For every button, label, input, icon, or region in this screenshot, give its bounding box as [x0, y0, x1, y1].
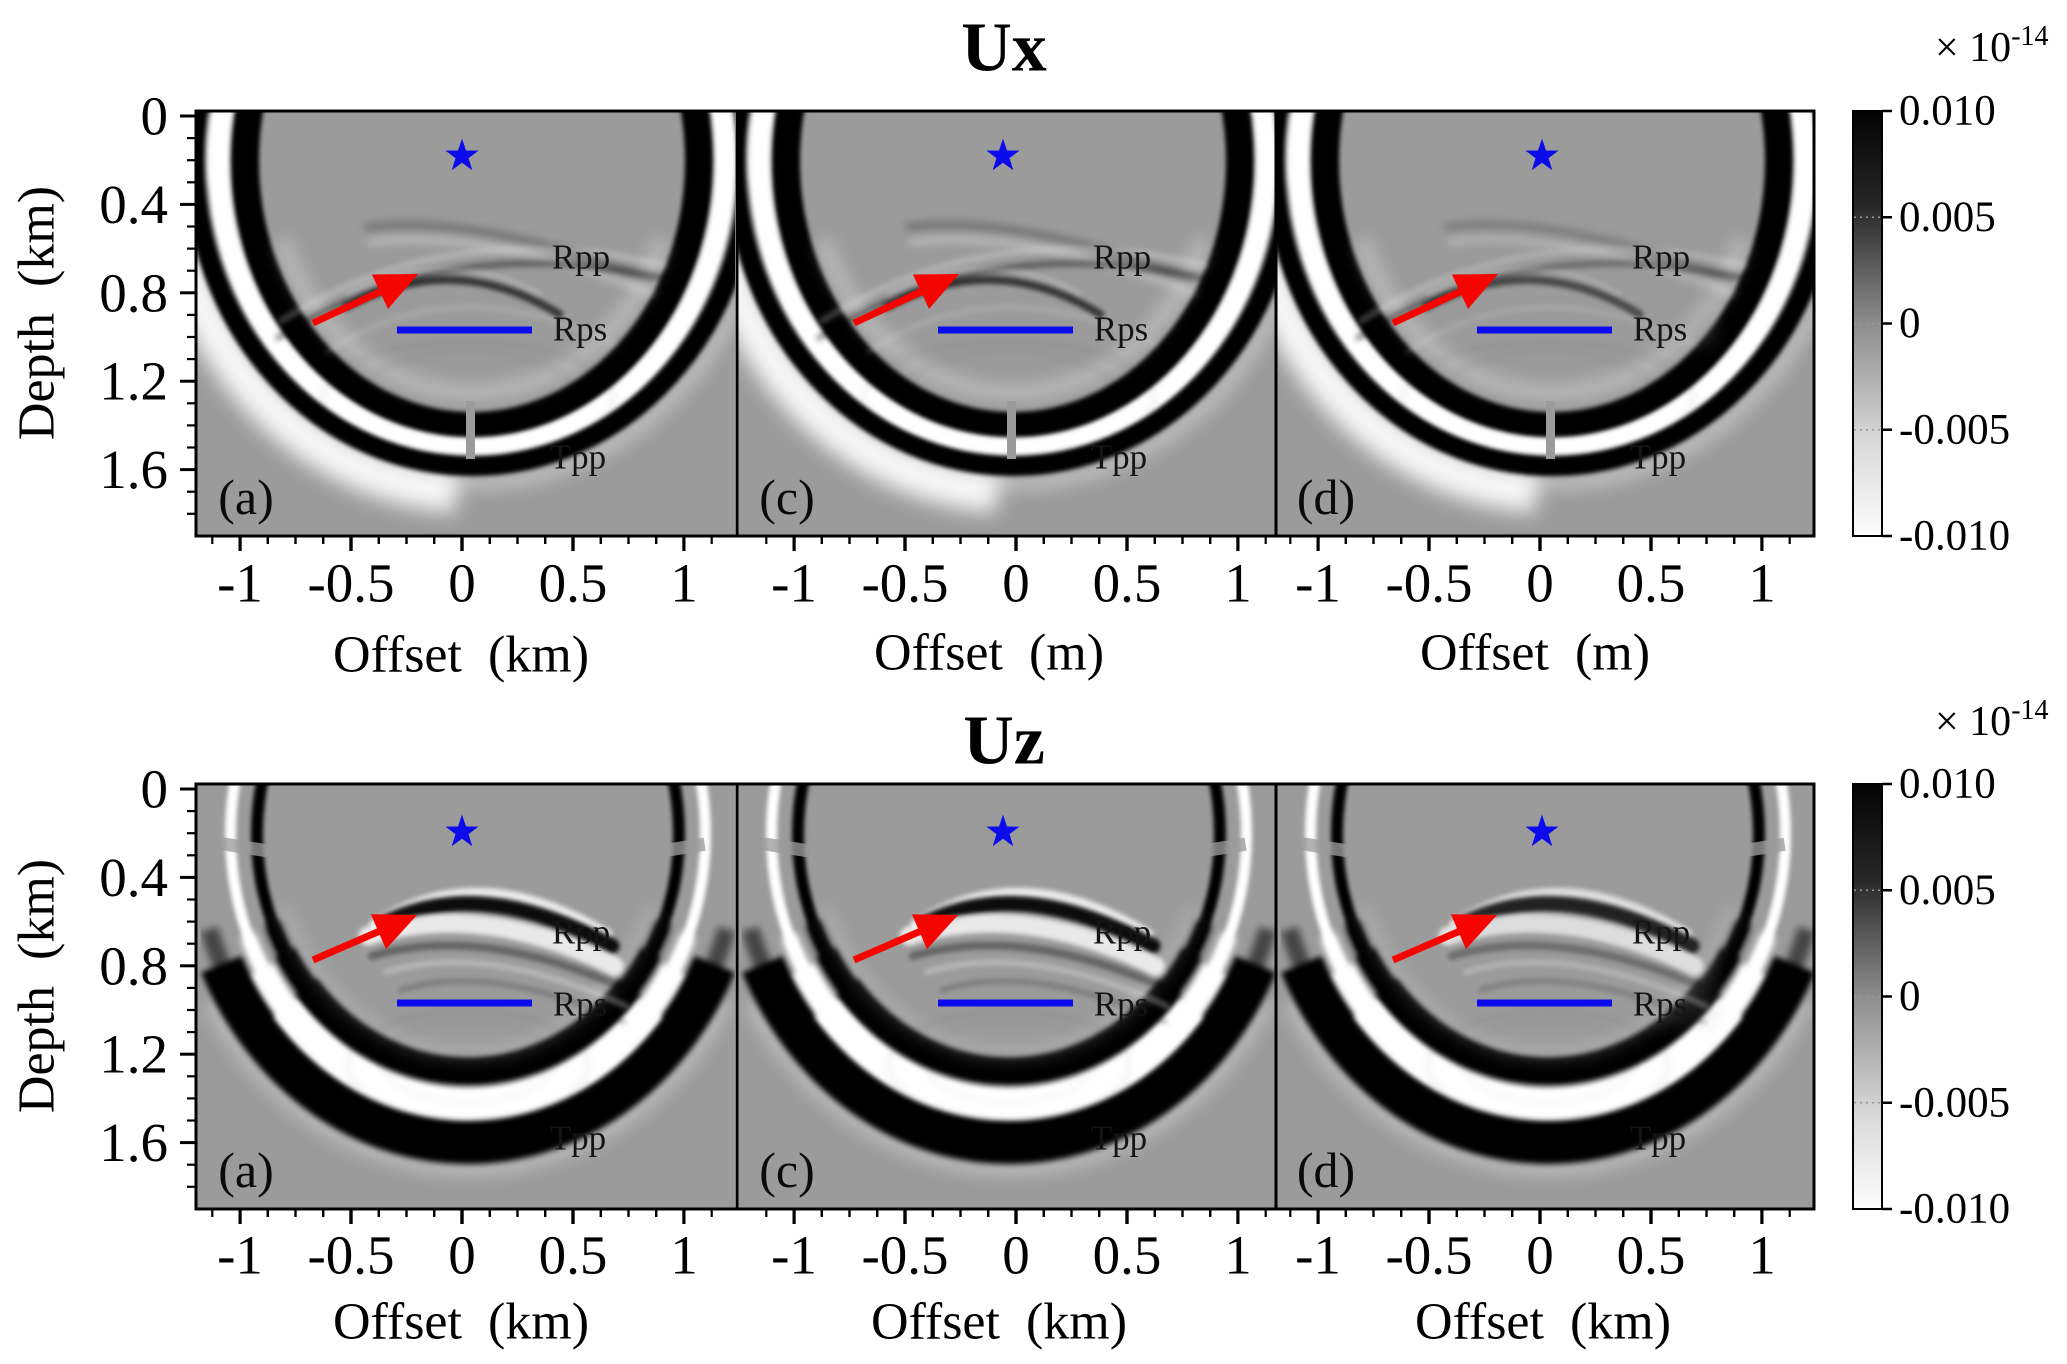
svg-text:0.5: 0.5 [1093, 1225, 1162, 1286]
svg-text:Offset (km): Offset (km) [333, 627, 589, 684]
svg-text:0.8: 0.8 [99, 935, 168, 996]
svg-text:0.010: 0.010 [1899, 761, 1996, 808]
svg-text:0.5: 0.5 [1093, 553, 1162, 614]
svg-text:Rpp: Rpp [1093, 913, 1151, 952]
svg-text:-0.010: -0.010 [1899, 513, 2010, 560]
svg-text:Rps: Rps [1094, 985, 1148, 1024]
svg-text:-1: -1 [217, 553, 263, 614]
svg-text:1.6: 1.6 [99, 1112, 168, 1173]
svg-text:1: 1 [670, 1225, 698, 1286]
svg-text:0: 0 [1526, 553, 1554, 614]
svg-text:1: 1 [1748, 553, 1776, 614]
svg-text:0.8: 0.8 [99, 262, 168, 323]
svg-text:Tpp: Tpp [1091, 438, 1147, 477]
svg-text:0: 0 [141, 86, 169, 147]
svg-text:Ux: Ux [961, 10, 1047, 87]
svg-text:0.4: 0.4 [99, 847, 168, 908]
svg-text:(a): (a) [218, 1142, 274, 1198]
svg-text:0.5: 0.5 [539, 553, 608, 614]
svg-text:Depth (km): Depth (km) [9, 859, 66, 1113]
svg-text:-1: -1 [1295, 553, 1341, 614]
svg-text:Rpp: Rpp [1093, 238, 1151, 277]
svg-text:Rpp: Rpp [552, 238, 610, 277]
svg-text:-0.005: -0.005 [1899, 1079, 2010, 1126]
svg-text:Rps: Rps [1633, 310, 1687, 349]
svg-text:0: 0 [1526, 1225, 1554, 1286]
svg-text:0: 0 [448, 1225, 476, 1286]
svg-text:1.2: 1.2 [99, 1024, 168, 1085]
svg-text:0: 0 [141, 759, 169, 820]
svg-text:Uz: Uz [963, 703, 1045, 780]
svg-text:1: 1 [670, 553, 698, 614]
svg-text:Rpp: Rpp [1632, 238, 1690, 277]
svg-text:0: 0 [1002, 1225, 1030, 1286]
svg-text:0.005: 0.005 [1899, 194, 1996, 241]
svg-text:Rpp: Rpp [552, 913, 610, 952]
svg-text:-0.5: -0.5 [861, 553, 948, 614]
svg-text:(c): (c) [759, 469, 815, 525]
svg-text:-0.5: -0.5 [1385, 553, 1472, 614]
svg-text:Tpp: Tpp [1630, 1119, 1686, 1158]
svg-text:Tpp: Tpp [550, 438, 606, 477]
svg-text:1.2: 1.2 [99, 351, 168, 412]
svg-text:0.5: 0.5 [1617, 553, 1686, 614]
svg-text:(a): (a) [218, 469, 274, 525]
svg-text:Rps: Rps [1094, 310, 1148, 349]
svg-text:1: 1 [1224, 553, 1252, 614]
svg-text:-1: -1 [217, 1225, 263, 1286]
svg-text:-1: -1 [771, 1225, 817, 1286]
svg-text:(c): (c) [759, 1142, 815, 1198]
svg-text:0: 0 [1899, 973, 1921, 1020]
svg-text:Offset (km): Offset (km) [333, 1294, 589, 1351]
svg-text:Rps: Rps [1633, 985, 1687, 1024]
svg-text:0.5: 0.5 [539, 1225, 608, 1286]
svg-text:(d): (d) [1297, 469, 1355, 525]
svg-text:0.005: 0.005 [1899, 867, 1996, 914]
svg-text:0.010: 0.010 [1899, 88, 1996, 135]
svg-text:Rps: Rps [553, 310, 607, 349]
svg-text:1: 1 [1224, 1225, 1252, 1286]
svg-text:Rpp: Rpp [1632, 913, 1690, 952]
svg-text:Offset (m): Offset (m) [874, 625, 1104, 682]
svg-text:Offset (km): Offset (km) [871, 1294, 1127, 1351]
svg-text:Tpp: Tpp [1630, 438, 1686, 477]
svg-text:0: 0 [1002, 553, 1030, 614]
svg-text:-1: -1 [1295, 1225, 1341, 1286]
svg-text:-0.5: -0.5 [307, 553, 394, 614]
svg-text:Tpp: Tpp [550, 1119, 606, 1158]
svg-text:-1: -1 [771, 553, 817, 614]
svg-text:0.5: 0.5 [1617, 1225, 1686, 1286]
svg-text:-0.010: -0.010 [1899, 1186, 2010, 1233]
svg-text:0: 0 [1899, 300, 1921, 347]
svg-text:-0.005: -0.005 [1899, 406, 2010, 453]
svg-text:Offset (m): Offset (m) [1420, 625, 1650, 682]
svg-text:-0.5: -0.5 [861, 1225, 948, 1286]
svg-text:-0.5: -0.5 [307, 1225, 394, 1286]
svg-text:-0.5: -0.5 [1385, 1225, 1472, 1286]
svg-text:Tpp: Tpp [1091, 1119, 1147, 1158]
svg-text:0.4: 0.4 [99, 174, 168, 235]
svg-text:1: 1 [1748, 1225, 1776, 1286]
svg-text:(d): (d) [1297, 1142, 1355, 1198]
svg-text:Rps: Rps [553, 985, 607, 1024]
svg-text:1.6: 1.6 [99, 439, 168, 500]
svg-text:Depth (km): Depth (km) [9, 186, 66, 440]
svg-text:0: 0 [448, 553, 476, 614]
svg-text:Offset (km): Offset (km) [1415, 1294, 1671, 1351]
